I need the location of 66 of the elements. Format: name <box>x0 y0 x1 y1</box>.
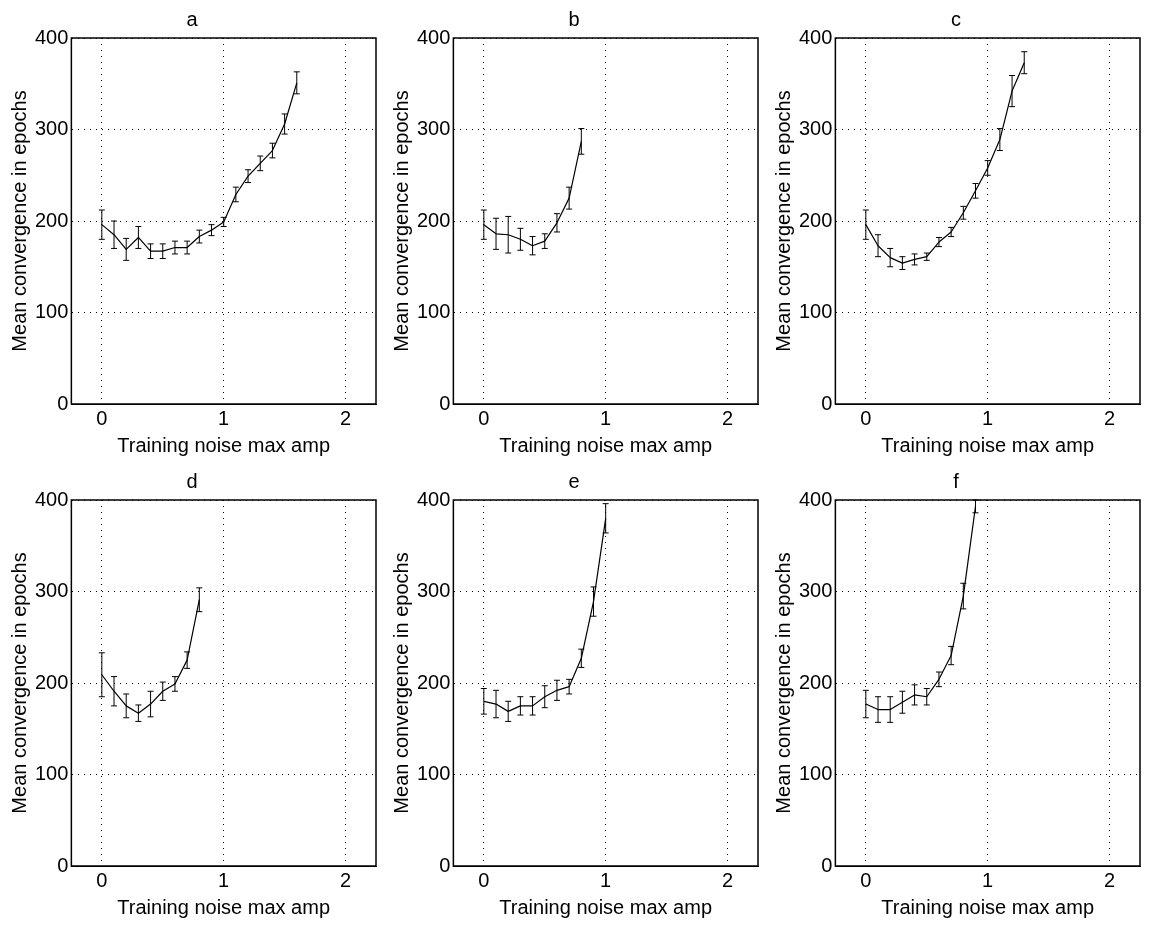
chart-title: a <box>186 7 199 30</box>
x-axis-title: Training noise max amp <box>499 895 713 918</box>
y-tick-label: 400 <box>798 25 833 48</box>
x-tick-label: 1 <box>600 868 612 891</box>
x-tick-label: 0 <box>478 868 490 891</box>
y-tick-label: 0 <box>439 853 451 876</box>
y-tick-label: 400 <box>416 487 451 510</box>
y-tick-label: 100 <box>34 300 69 323</box>
y-tick-label: 200 <box>416 670 451 693</box>
x-tick-label: 0 <box>478 406 490 429</box>
y-axis-title: Mean convergence in epochs <box>7 90 30 352</box>
y-axis-title: Mean convergence in epochs <box>389 90 412 352</box>
y-axis-title: Mean convergence in epochs <box>7 552 30 814</box>
y-tick-label: 0 <box>57 853 69 876</box>
x-axis-title: Training noise max amp <box>117 895 331 918</box>
chart-title: e <box>568 469 580 492</box>
y-tick-label: 200 <box>34 670 69 693</box>
x-tick-label: 1 <box>982 406 994 429</box>
y-tick-label: 100 <box>798 300 833 323</box>
y-tick-label: 400 <box>34 487 69 510</box>
x-tick-label: 1 <box>218 406 230 429</box>
y-tick-label: 0 <box>57 391 69 414</box>
y-tick-label: 400 <box>798 487 833 510</box>
y-tick-label: 200 <box>798 208 833 231</box>
x-tick-label: 2 <box>1103 868 1116 891</box>
x-axis-title: Training noise max amp <box>499 433 713 456</box>
x-tick-label: 2 <box>339 868 352 891</box>
x-tick-label: 0 <box>860 868 872 891</box>
y-tick-label: 400 <box>34 25 69 48</box>
y-tick-label: 300 <box>416 117 451 140</box>
y-tick-label: 300 <box>416 579 451 602</box>
y-tick-label: 100 <box>798 762 833 785</box>
y-tick-label: 300 <box>34 117 69 140</box>
y-tick-label: 300 <box>798 117 833 140</box>
x-tick-label: 2 <box>339 406 352 429</box>
x-axis-title: Training noise max amp <box>881 433 1095 456</box>
chart-title: f <box>953 469 960 492</box>
x-tick-label: 0 <box>96 868 108 891</box>
x-tick-label: 2 <box>1103 406 1116 429</box>
x-tick-label: 1 <box>982 868 994 891</box>
y-tick-label: 100 <box>34 762 69 785</box>
chart-title: d <box>186 469 198 492</box>
y-tick-label: 200 <box>798 670 833 693</box>
x-tick-label: 1 <box>218 868 230 891</box>
x-tick-label: 2 <box>721 406 734 429</box>
y-axis-title: Mean convergence in epochs <box>771 552 794 814</box>
x-tick-label: 0 <box>96 406 108 429</box>
chart-title: b <box>568 7 580 30</box>
x-tick-label: 1 <box>600 406 612 429</box>
y-tick-label: 300 <box>34 579 69 602</box>
y-tick-label: 400 <box>416 25 451 48</box>
y-tick-label: 200 <box>34 208 69 231</box>
y-tick-label: 0 <box>821 391 833 414</box>
y-tick-label: 100 <box>416 762 451 785</box>
y-tick-label: 0 <box>439 391 451 414</box>
y-tick-label: 300 <box>798 579 833 602</box>
y-axis-title: Mean convergence in epochs <box>771 90 794 352</box>
y-tick-label: 100 <box>416 300 451 323</box>
x-tick-label: 0 <box>860 406 872 429</box>
y-tick-label: 200 <box>416 208 451 231</box>
x-tick-label: 2 <box>721 868 734 891</box>
x-axis-title: Training noise max amp <box>117 433 331 456</box>
y-tick-label: 0 <box>821 853 833 876</box>
x-axis-title: Training noise max amp <box>881 895 1095 918</box>
chart-title: c <box>951 7 961 30</box>
y-axis-title: Mean convergence in epochs <box>389 552 412 814</box>
